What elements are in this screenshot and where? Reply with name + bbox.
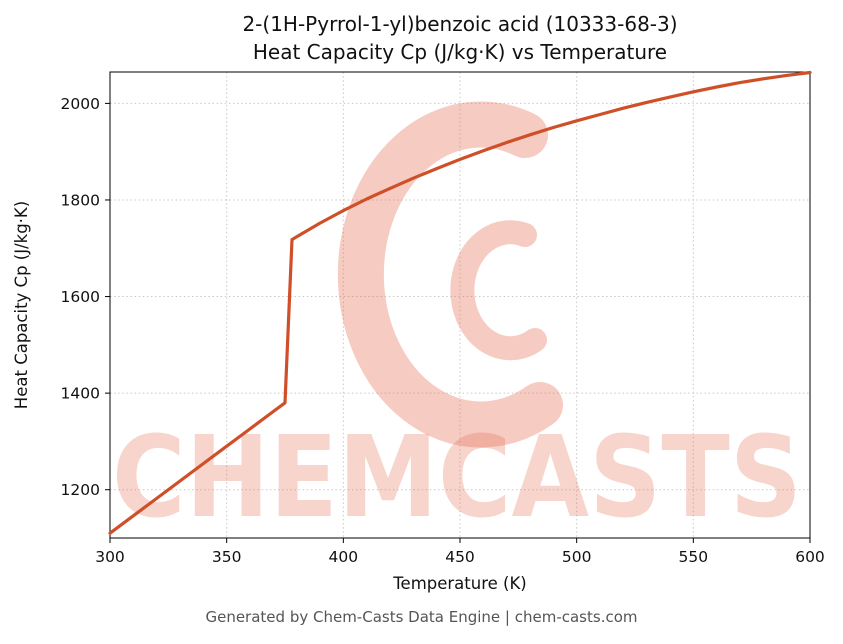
watermark-text: CHEMCASTS: [112, 413, 802, 543]
x-tick-label: 350: [212, 548, 242, 566]
watermark: CHEMCASTS: [112, 101, 802, 543]
chemcasts-logo-inner-swirl-icon: [450, 220, 547, 361]
x-axis-label: Temperature (K): [392, 574, 526, 593]
x-tick-label: 300: [95, 548, 125, 566]
x-tick-label: 450: [445, 548, 475, 566]
chart-title-line1: 2-(1H-Pyrrol-1-yl)benzoic acid (10333-68…: [242, 12, 678, 36]
y-tick-label: 1600: [61, 288, 100, 306]
x-tick-label: 600: [795, 548, 825, 566]
gridlines: [109, 72, 811, 538]
x-tick-label: 500: [562, 548, 592, 566]
cp-data-line: [108, 70, 812, 535]
x-tick-label: 400: [329, 548, 359, 566]
plot-area: 300 350 400 450 500 550 600 1200 1400 1600 1800 200…: [12, 70, 825, 593]
y-tick-label: 1200: [61, 481, 100, 499]
y-tick-label: 1400: [61, 385, 100, 403]
x-tick-label: 550: [679, 548, 709, 566]
footer-credit: Generated by Chem-Casts Data Engine | ch…: [205, 608, 638, 626]
y-axis-label: Heat Capacity Cp (J/kg·K): [12, 201, 31, 409]
y-tick-label: 2000: [61, 95, 100, 113]
y-tick-label: 1800: [61, 191, 100, 209]
chemcasts-logo-watermark-icon: [337, 101, 563, 448]
chart-title-line2: Heat Capacity Cp (J/kg·K) vs Temperature: [252, 40, 668, 64]
